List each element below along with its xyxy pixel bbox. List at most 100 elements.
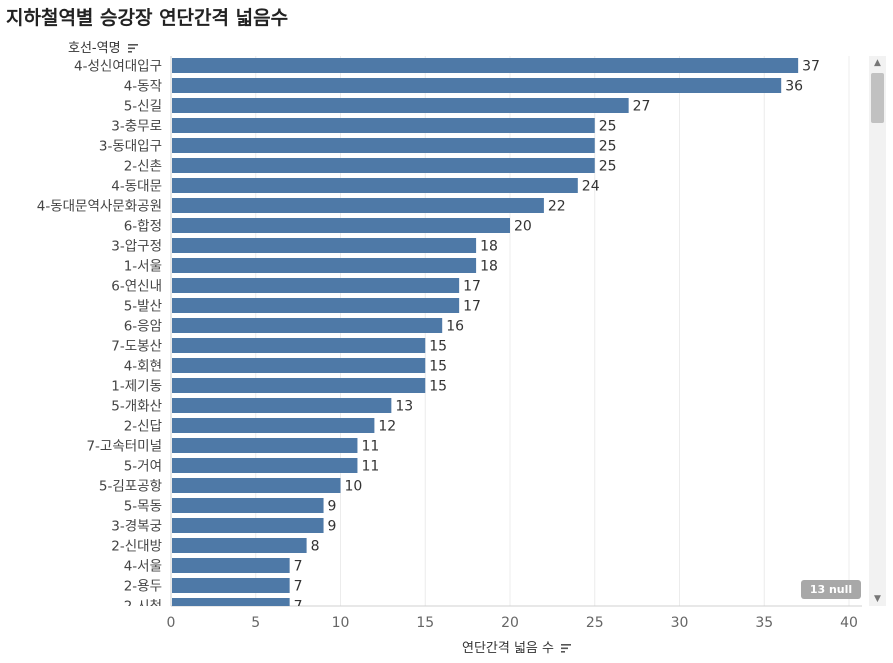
- bar[interactable]: [172, 138, 595, 153]
- sort-descending-icon[interactable]: [561, 644, 572, 653]
- bar[interactable]: [172, 438, 358, 453]
- data-label: 7: [294, 559, 303, 575]
- row-header[interactable]: 호선-역명: [68, 37, 138, 56]
- data-label: 15: [429, 379, 447, 395]
- data-label: 25: [599, 139, 617, 155]
- bar[interactable]: [172, 218, 510, 233]
- category-label[interactable]: 2-신촌: [124, 159, 162, 175]
- vertical-scrollbar[interactable]: ▲ ▼: [869, 56, 886, 606]
- bar[interactable]: [172, 158, 595, 173]
- bar-rows: 37 4-성신여대입구 36 4-동작 27 5-신길 25 3-충무로 25 3-동대입구 25 2…: [37, 58, 820, 615]
- category-label[interactable]: 3-충무로: [111, 119, 162, 135]
- data-label: 20: [514, 219, 532, 235]
- bar[interactable]: [172, 258, 477, 273]
- bar[interactable]: [172, 178, 578, 193]
- scroll-down-arrow-icon[interactable]: ▼: [874, 594, 881, 604]
- data-label: 9: [328, 519, 337, 535]
- bar[interactable]: [172, 78, 782, 93]
- category-label[interactable]: 6-응암: [124, 319, 162, 335]
- data-label: 11: [361, 439, 379, 455]
- data-label: 22: [548, 199, 566, 215]
- category-label[interactable]: 5-발산: [124, 299, 162, 315]
- data-label: 10: [345, 479, 363, 495]
- category-label[interactable]: 4-서울: [124, 559, 162, 575]
- category-label[interactable]: 5-거여: [124, 459, 162, 475]
- category-label[interactable]: 4-동작: [124, 79, 162, 95]
- null-count-badge[interactable]: 13 null: [801, 580, 861, 599]
- category-label[interactable]: 4-회현: [124, 359, 162, 375]
- x-axis-title[interactable]: 연단간격 넓음 수: [462, 637, 572, 656]
- x-tick-label: 35: [755, 615, 773, 631]
- category-label[interactable]: 4-동대문: [111, 179, 162, 195]
- bar[interactable]: [172, 458, 358, 473]
- data-label: 18: [480, 259, 498, 275]
- data-label: 13: [395, 399, 413, 415]
- data-label: 8: [311, 539, 320, 555]
- bar[interactable]: [172, 278, 460, 293]
- data-label: 15: [429, 339, 447, 355]
- data-label: 17: [463, 299, 481, 315]
- data-label: 9: [328, 499, 337, 515]
- bar[interactable]: [172, 418, 375, 433]
- bar[interactable]: [172, 558, 290, 573]
- category-label[interactable]: 6-합정: [124, 219, 162, 235]
- bar[interactable]: [172, 238, 477, 253]
- category-label[interactable]: 7-도봉산: [111, 339, 162, 355]
- x-tick-label: 10: [332, 615, 350, 631]
- bar[interactable]: [172, 538, 307, 553]
- scroll-up-arrow-icon[interactable]: ▲: [874, 58, 881, 68]
- x-tick-label: 0: [167, 615, 176, 631]
- bar[interactable]: [172, 58, 799, 73]
- category-label[interactable]: 5-개화산: [111, 399, 162, 415]
- x-tick-label: 30: [671, 615, 689, 631]
- sort-descending-icon[interactable]: [127, 44, 138, 53]
- bar[interactable]: [172, 518, 324, 533]
- bar[interactable]: [172, 318, 443, 333]
- category-label[interactable]: 1-서울: [124, 259, 162, 275]
- category-label[interactable]: 5-김포공항: [99, 479, 162, 495]
- data-label: 25: [599, 159, 617, 175]
- data-label: 36: [785, 79, 803, 95]
- data-label: 12: [378, 419, 396, 435]
- bar[interactable]: [172, 578, 290, 593]
- data-label: 24: [582, 179, 600, 195]
- x-tick-label: 25: [586, 615, 604, 631]
- category-label[interactable]: 7-고속터미널: [86, 439, 162, 455]
- category-label[interactable]: 2-시청: [124, 599, 162, 615]
- bar[interactable]: [172, 98, 629, 113]
- bar[interactable]: [172, 298, 460, 313]
- scroll-thumb[interactable]: [871, 73, 884, 123]
- bar[interactable]: [172, 198, 544, 213]
- category-label[interactable]: 5-목동: [124, 499, 162, 515]
- row-header-label: 호선-역명: [68, 41, 121, 56]
- category-label[interactable]: 1-제기동: [111, 379, 162, 395]
- category-label[interactable]: 3-경복궁: [111, 519, 162, 535]
- bar[interactable]: [172, 378, 426, 393]
- category-label[interactable]: 5-신길: [124, 99, 162, 115]
- x-axis-title-label: 연단간격 넓음 수: [462, 641, 554, 656]
- bar[interactable]: [172, 598, 290, 613]
- data-label: 11: [361, 459, 379, 475]
- x-tick-label: 20: [501, 615, 519, 631]
- category-label[interactable]: 3-압구정: [111, 239, 162, 255]
- category-label[interactable]: 3-동대입구: [99, 139, 162, 155]
- data-label: 16: [446, 319, 464, 335]
- category-label[interactable]: 6-연신내: [111, 279, 162, 295]
- bar[interactable]: [172, 478, 341, 493]
- category-label[interactable]: 2-신대방: [111, 539, 162, 555]
- data-label: 15: [429, 359, 447, 375]
- bar-chart: 0 5 10 15 20 25 30 35 40 37 4-성신여대입구 36 4-동작 27 5-신길 25…: [37, 56, 862, 631]
- category-label[interactable]: 2-신답: [124, 419, 162, 435]
- data-label: 37: [802, 59, 820, 75]
- bar[interactable]: [172, 398, 392, 413]
- data-label: 27: [633, 99, 651, 115]
- data-label: 7: [294, 579, 303, 595]
- category-label[interactable]: 2-용두: [124, 579, 162, 595]
- bar[interactable]: [172, 498, 324, 513]
- bar[interactable]: [172, 118, 595, 133]
- bar[interactable]: [172, 358, 426, 373]
- data-label: 18: [480, 239, 498, 255]
- category-label[interactable]: 4-성신여대입구: [74, 59, 162, 75]
- bar[interactable]: [172, 338, 426, 353]
- category-label[interactable]: 4-동대문역사문화공원: [37, 199, 162, 215]
